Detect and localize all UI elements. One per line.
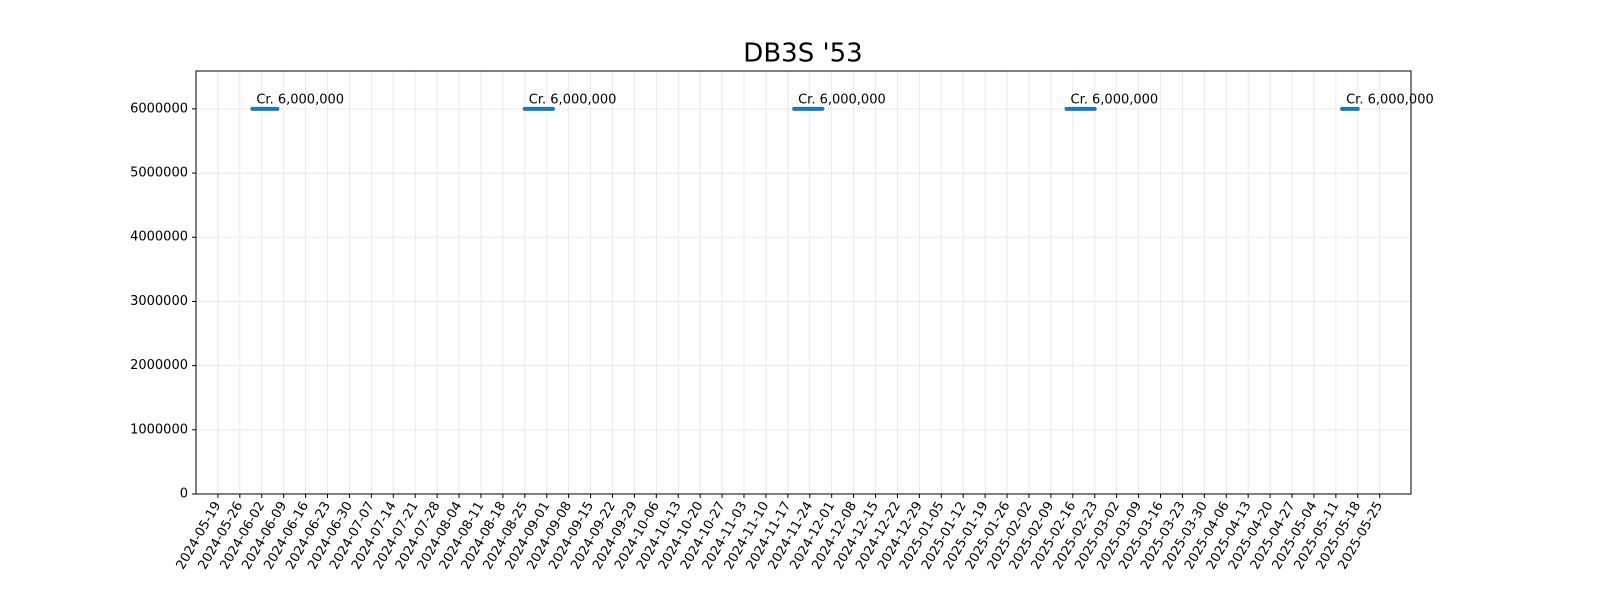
y-tick-label: 4000000 (130, 230, 188, 245)
y-tick-label: 2000000 (130, 358, 188, 373)
y-tick-label: 6000000 (130, 101, 188, 116)
annotation: Cr. 6,000,000 (1071, 92, 1159, 107)
chart-title: DB3S '53 (743, 39, 862, 69)
y-tick-label: 1000000 (130, 422, 188, 437)
y-tick-label: 3000000 (130, 294, 188, 309)
annotation: Cr. 6,000,000 (529, 92, 617, 107)
y-tick-label: 5000000 (130, 166, 188, 181)
annotation: Cr. 6,000,000 (798, 92, 886, 107)
annotation: Cr. 6,000,000 (256, 92, 344, 107)
y-tick-label: 0 (180, 487, 188, 502)
plot-frame (195, 70, 1412, 495)
annotation: Cr. 6,000,000 (1346, 92, 1434, 107)
